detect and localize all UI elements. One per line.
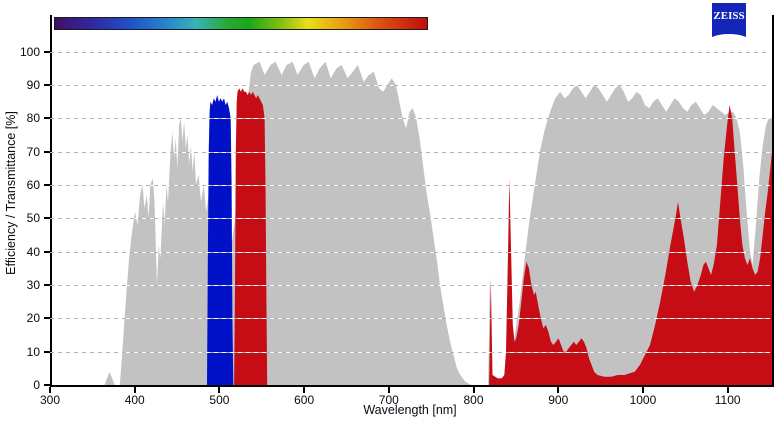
y-tick-label-10: 10 — [26, 344, 40, 359]
gridline-60 — [50, 185, 770, 186]
gridline-90 — [50, 85, 770, 86]
y-tick-90 — [44, 84, 50, 86]
y-tick-label-90: 90 — [26, 78, 40, 92]
gridline-20 — [50, 318, 770, 320]
y-tick-label-30: 30 — [26, 278, 40, 292]
y-tick-0 — [44, 384, 50, 386]
x-tick-label-1100: 1100 — [714, 393, 741, 407]
y-axis-title: Efficiency / Transmittance [%] — [4, 111, 18, 275]
y-tick-label-20: 20 — [26, 311, 40, 326]
y-tick-label-100: 100 — [19, 44, 40, 59]
x-tick-600 — [303, 387, 306, 393]
x-tick-label-800: 800 — [463, 393, 484, 407]
gridline-100 — [50, 51, 770, 53]
x-tick-label-400: 400 — [124, 393, 145, 407]
x-tick-700 — [387, 387, 390, 393]
plot-area — [50, 15, 774, 387]
x-tick-label-900: 900 — [548, 393, 569, 407]
x-tick-500 — [218, 387, 221, 393]
x-axis-title: Wavelength [nm] — [363, 403, 457, 417]
gridline-40 — [50, 251, 770, 253]
x-tick-label-300: 300 — [39, 393, 61, 407]
y-tick-label-40: 40 — [26, 244, 40, 259]
y-tick-label-50: 50 — [26, 211, 40, 226]
gridline-10 — [50, 351, 770, 353]
x-tick-label-600: 600 — [294, 393, 315, 407]
x-tick-label-500: 500 — [209, 393, 230, 407]
x-tick-label-700: 700 — [378, 393, 399, 407]
series-excitation-blue — [207, 95, 234, 385]
x-tick-label-1000: 1000 — [629, 393, 657, 407]
x-tick-800 — [472, 387, 475, 393]
y-tick-label-70: 70 — [26, 144, 40, 159]
y-tick-label-80: 80 — [26, 111, 40, 126]
y-tick-70 — [44, 150, 50, 153]
zeiss-logo-lens-arc — [712, 34, 746, 40]
y-tick-100 — [44, 50, 50, 53]
gridline-50 — [50, 218, 770, 220]
zeiss-logo: ZEISS — [712, 3, 746, 40]
y-tick-10 — [44, 350, 50, 353]
series-layer — [52, 61, 772, 385]
series-emission-red — [234, 88, 772, 385]
x-tick-900 — [557, 387, 560, 393]
y-tick-20 — [44, 317, 50, 320]
y-tick-label-0: 0 — [33, 378, 40, 392]
y-tick-label-60: 60 — [26, 178, 40, 192]
gridline-30 — [50, 285, 770, 286]
gridline-80 — [50, 118, 770, 120]
gridline-70 — [50, 151, 770, 153]
zeiss-logo-text: ZEISS — [713, 10, 745, 22]
x-tick-1000 — [641, 387, 644, 393]
x-tick-400 — [133, 387, 136, 393]
spectrum-colorbar — [54, 17, 429, 30]
y-tick-80 — [44, 117, 50, 120]
y-tick-30 — [44, 284, 50, 286]
x-tick-300 — [49, 387, 51, 393]
y-tick-40 — [44, 250, 50, 253]
x-tick-1100 — [726, 387, 729, 393]
y-tick-50 — [44, 217, 50, 220]
y-tick-60 — [44, 184, 50, 186]
